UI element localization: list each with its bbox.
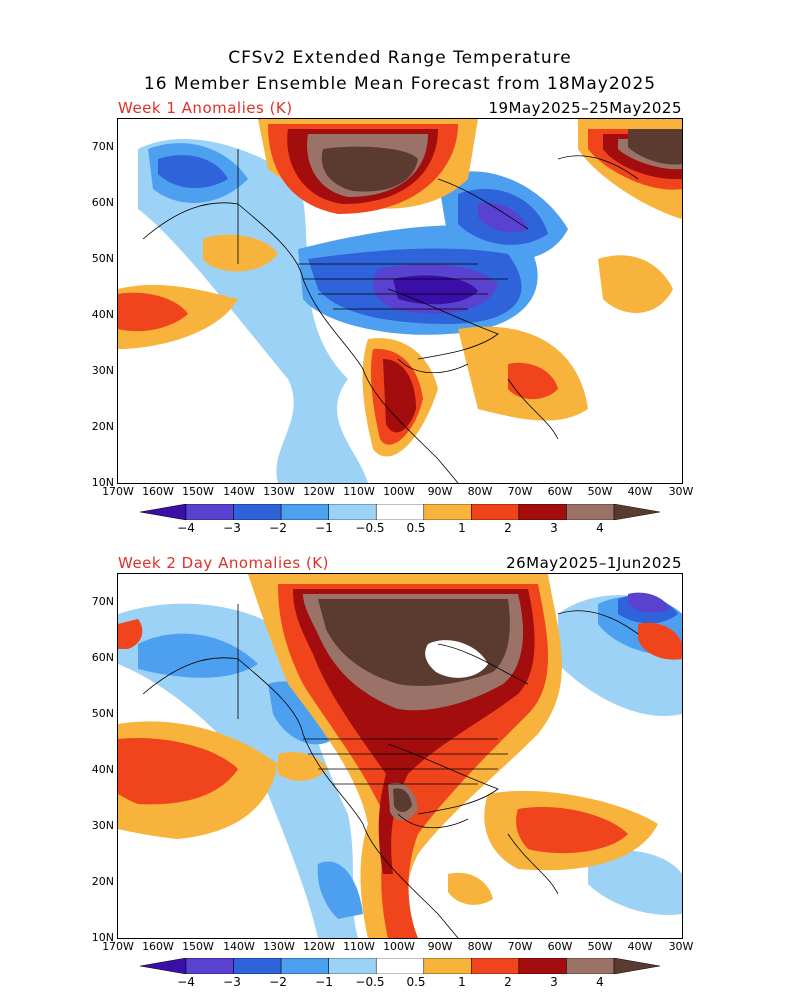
lon-label: 30W bbox=[668, 485, 694, 498]
map-panel-week2 bbox=[117, 573, 683, 939]
lat-label: 10N bbox=[91, 476, 114, 489]
lon-label: 160W bbox=[142, 485, 174, 498]
lon-label: 60W bbox=[547, 485, 573, 498]
colorbar-label: −0.5 bbox=[355, 521, 385, 535]
colorbar-label: −1 bbox=[315, 975, 333, 989]
map-panel-week1 bbox=[117, 118, 683, 484]
lat-label: 60N bbox=[91, 196, 114, 209]
panel1-dates: 19May2025–25May2025 bbox=[488, 99, 682, 117]
week2-anomaly-map bbox=[118, 574, 682, 938]
colorbar-swatch bbox=[328, 504, 377, 520]
lon-label: 110W bbox=[343, 485, 375, 498]
colorbar-swatch bbox=[613, 504, 660, 520]
lon-label: 140W bbox=[223, 485, 255, 498]
colorbar-swatch bbox=[328, 958, 377, 974]
colorbar-swatch bbox=[233, 958, 282, 974]
colorbar-swatch bbox=[566, 958, 615, 974]
colorbar-label: 1 bbox=[458, 521, 466, 535]
lon-label: 60W bbox=[547, 940, 573, 953]
colorbar-label: 2 bbox=[504, 975, 512, 989]
lat-label: 20N bbox=[91, 420, 114, 433]
colorbar-swatch bbox=[518, 958, 567, 974]
lon-label: 170W bbox=[102, 940, 134, 953]
colorbar-label: 1 bbox=[458, 975, 466, 989]
colorbar-label: −3 bbox=[223, 975, 241, 989]
colorbar-label: −0.5 bbox=[355, 975, 385, 989]
colorbar-label: −3 bbox=[223, 521, 241, 535]
colorbar-1 bbox=[140, 504, 660, 520]
colorbar-swatch bbox=[566, 504, 615, 520]
week1-anomaly-map bbox=[118, 119, 682, 483]
lon-label: 50W bbox=[587, 485, 613, 498]
colorbar-label: 4 bbox=[596, 521, 604, 535]
colorbar-label: −4 bbox=[177, 521, 195, 535]
colorbar-swatch bbox=[423, 504, 472, 520]
lat-label: 50N bbox=[91, 707, 114, 720]
lon-label: 120W bbox=[303, 485, 335, 498]
lon-label: 40W bbox=[627, 940, 653, 953]
lon-label: 150W bbox=[182, 940, 214, 953]
lon-label: 100W bbox=[383, 940, 415, 953]
lon-label: 90W bbox=[427, 485, 453, 498]
panel2-label: Week 2 Day Anomalies (K) bbox=[118, 554, 329, 572]
lon-label: 130W bbox=[263, 940, 295, 953]
colorbar-2 bbox=[140, 958, 660, 974]
colorbar-swatch bbox=[280, 958, 329, 974]
lon-label: 50W bbox=[587, 940, 613, 953]
colorbar-label: −4 bbox=[177, 975, 195, 989]
colorbar-swatch bbox=[423, 958, 472, 974]
lon-label: 130W bbox=[263, 485, 295, 498]
colorbar-label: −2 bbox=[269, 975, 287, 989]
colorbar-swatch bbox=[280, 504, 329, 520]
lon-label: 80W bbox=[467, 940, 493, 953]
lon-label: 170W bbox=[102, 485, 134, 498]
lon-label: 80W bbox=[467, 485, 493, 498]
lat-label: 30N bbox=[91, 364, 114, 377]
lat-label: 30N bbox=[91, 819, 114, 832]
lon-label: 30W bbox=[668, 940, 694, 953]
lon-label: 110W bbox=[343, 940, 375, 953]
lat-label: 20N bbox=[91, 875, 114, 888]
colorbar-swatch bbox=[375, 958, 425, 974]
panel2-dates: 26May2025–1Jun2025 bbox=[506, 554, 682, 572]
colorbar-swatch bbox=[613, 958, 660, 974]
lat-label: 40N bbox=[91, 763, 114, 776]
colorbar-swatch bbox=[375, 504, 425, 520]
lon-label: 160W bbox=[142, 940, 174, 953]
title-line-1: CFSv2 Extended Range Temperature bbox=[228, 48, 572, 68]
lon-label: 90W bbox=[427, 940, 453, 953]
lat-label: 10N bbox=[91, 931, 114, 944]
colorbar-label: −2 bbox=[269, 521, 287, 535]
lat-label: 70N bbox=[91, 140, 114, 153]
lon-label: 40W bbox=[627, 485, 653, 498]
colorbar-swatch bbox=[185, 958, 234, 974]
colorbar-swatch bbox=[471, 958, 520, 974]
colorbar-swatch bbox=[471, 504, 520, 520]
lat-label: 60N bbox=[91, 651, 114, 664]
title-line-2: 16 Member Ensemble Mean Forecast from 18… bbox=[143, 74, 657, 94]
colorbar-label: 2 bbox=[504, 521, 512, 535]
lon-label: 70W bbox=[507, 940, 533, 953]
lon-label: 140W bbox=[223, 940, 255, 953]
colorbar-label: 0.5 bbox=[406, 975, 426, 989]
colorbar-swatch bbox=[185, 504, 234, 520]
lon-label: 120W bbox=[303, 940, 335, 953]
colorbar-label: 0.5 bbox=[406, 521, 426, 535]
colorbar-label: 3 bbox=[550, 975, 558, 989]
lat-label: 50N bbox=[91, 252, 114, 265]
lon-label: 100W bbox=[383, 485, 415, 498]
panel1-label: Week 1 Anomalies (K) bbox=[118, 99, 293, 117]
colorbar-label: −1 bbox=[315, 521, 333, 535]
colorbar-swatch bbox=[233, 504, 282, 520]
colorbar-swatch bbox=[140, 958, 187, 974]
lat-label: 70N bbox=[91, 595, 114, 608]
colorbar-label: 3 bbox=[550, 521, 558, 535]
lon-label: 150W bbox=[182, 485, 214, 498]
colorbar-swatch bbox=[140, 504, 187, 520]
lon-label: 70W bbox=[507, 485, 533, 498]
lat-label: 40N bbox=[91, 308, 114, 321]
colorbar-swatch bbox=[518, 504, 567, 520]
colorbar-label: 4 bbox=[596, 975, 604, 989]
